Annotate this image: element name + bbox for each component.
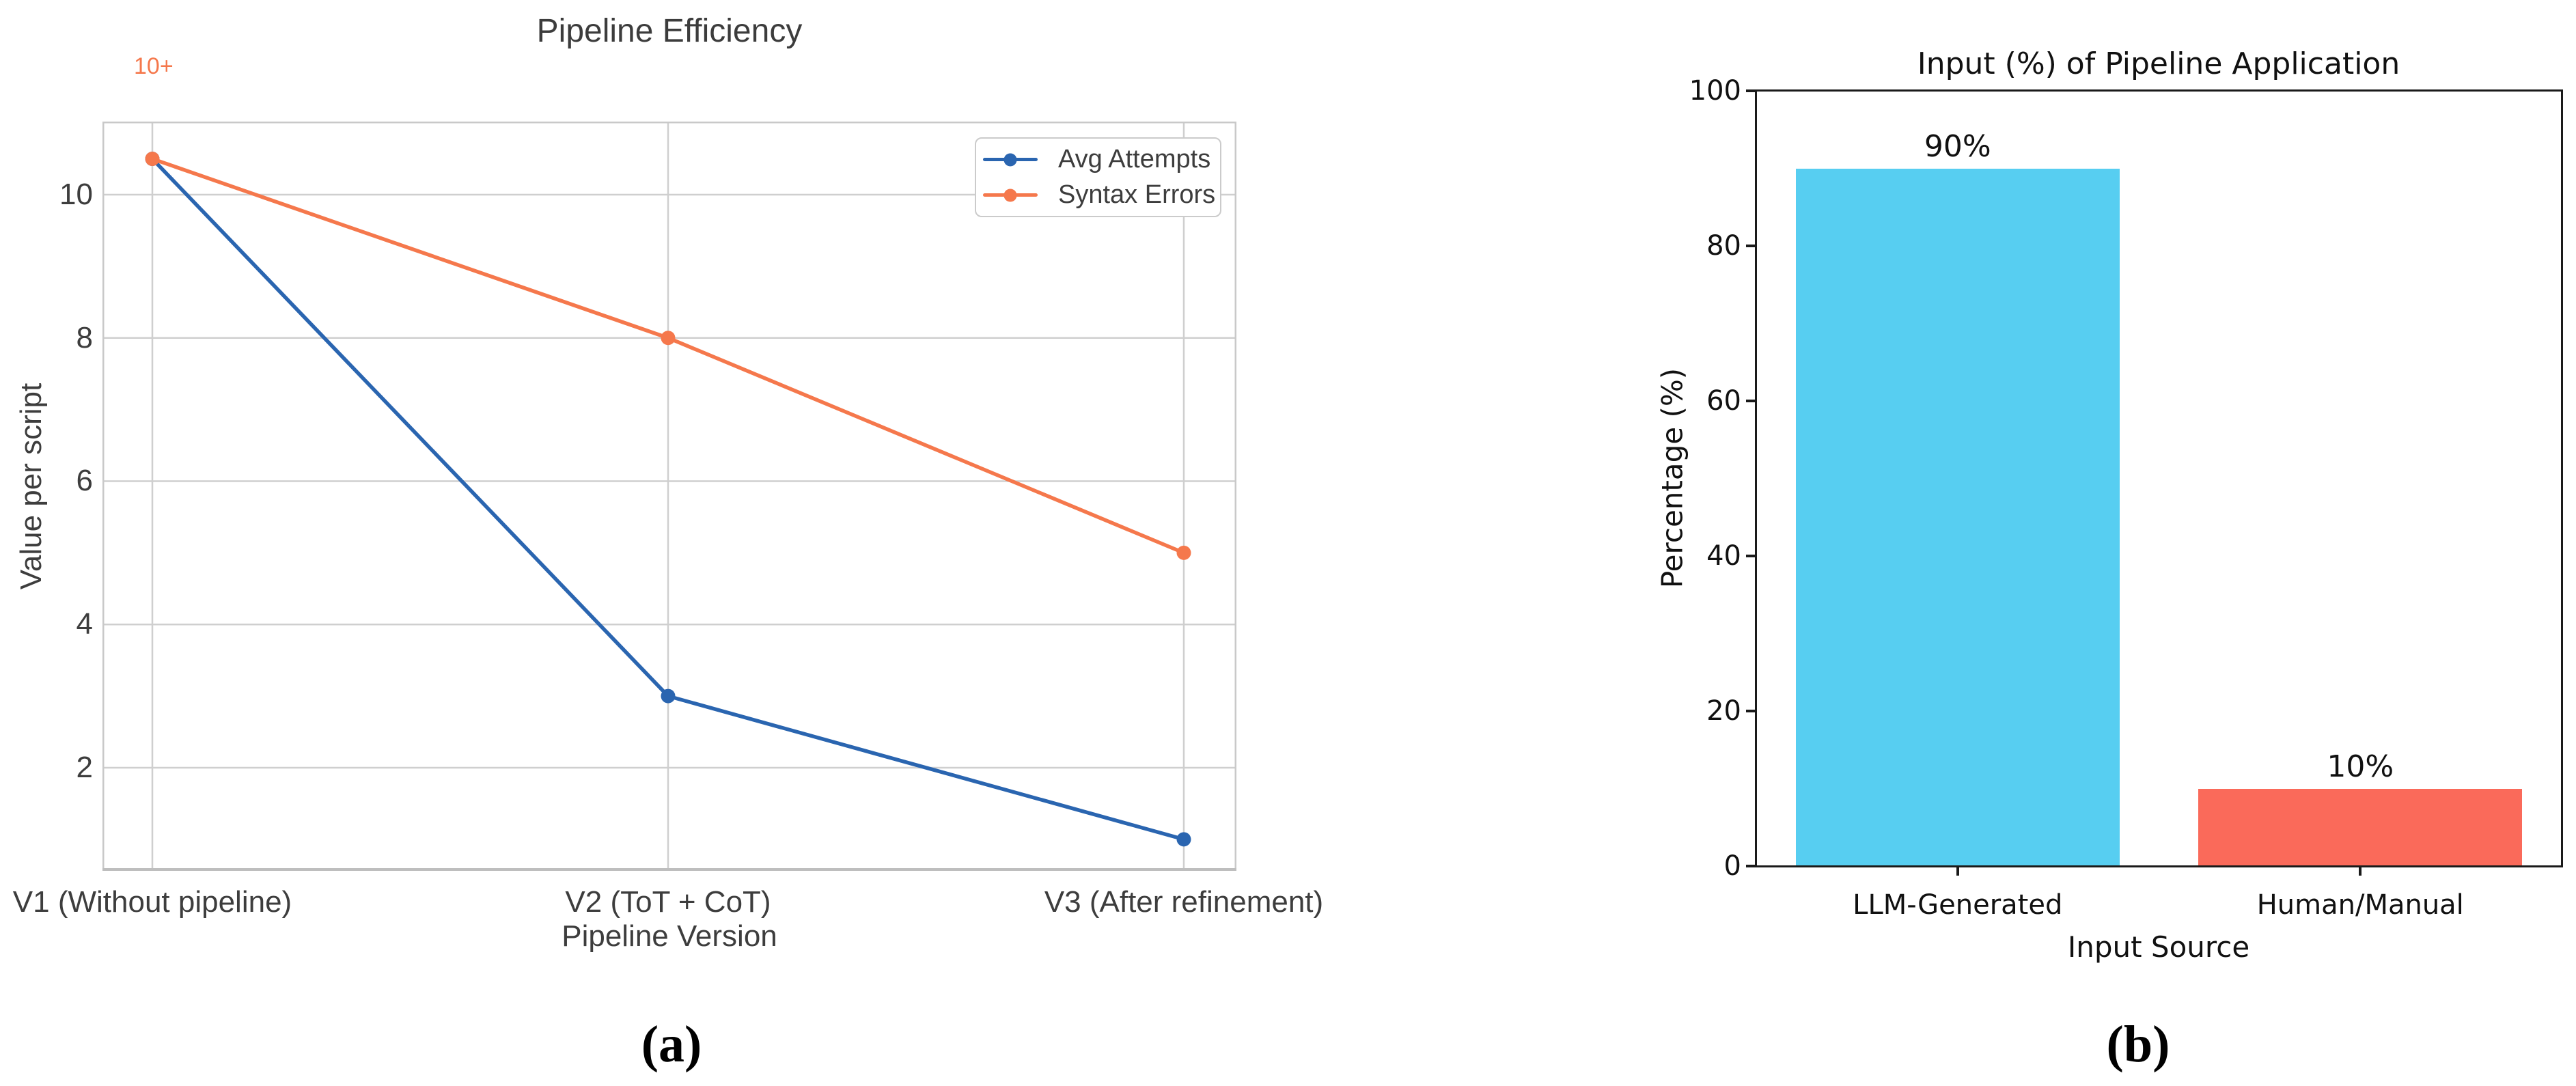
syntax-errors-legend-marker-icon: [983, 182, 1038, 209]
x-tick-mark: [2359, 867, 2362, 876]
plot-border: [102, 122, 1236, 871]
y-tick-mark: [1746, 865, 1755, 867]
line-chart-svg: [102, 122, 1236, 871]
y-tick-label: 8: [76, 320, 93, 354]
legend-dot-swatch: [1003, 189, 1017, 201]
y-tick-label: 20: [1706, 695, 1741, 727]
data-point: [1176, 832, 1191, 847]
data-point: [661, 331, 676, 346]
x-tick-label: Human/Manual: [2256, 889, 2464, 921]
bar-value-label: 90%: [1924, 128, 1991, 164]
bar-value-label: 10%: [2327, 749, 2394, 784]
y-tick-label: 60: [1706, 385, 1741, 417]
legend-item: Avg Attempts: [983, 145, 1220, 173]
line-chart-x-axis-label: Pipeline Version: [562, 919, 777, 953]
y-tick-mark: [1746, 245, 1755, 247]
line-chart-title: Pipeline Efficiency: [536, 13, 803, 49]
legend-label: Syntax Errors: [1058, 180, 1216, 209]
y-tick-label: 80: [1706, 230, 1741, 262]
y-tick-label: 40: [1706, 540, 1741, 572]
y-tick-label: 0: [1723, 850, 1741, 882]
y-tick-label: 2: [76, 750, 93, 784]
x-tick-label: LLM-Generated: [1853, 889, 2063, 921]
x-tick-label: V1 (Without pipeline): [12, 885, 292, 919]
avg-attempts-legend-marker-icon: [983, 146, 1038, 173]
legend: Avg Attempts Syntax Errors: [975, 137, 1221, 217]
x-tick-label: V3 (After refinement): [1044, 885, 1324, 919]
data-point: [145, 152, 160, 167]
data-point: [661, 688, 676, 704]
y-tick-label: 6: [76, 464, 93, 498]
line-plot-area: [102, 122, 1236, 871]
caption-b: (b): [2106, 1016, 2170, 1073]
y-tick-mark: [1746, 710, 1755, 712]
y-tick-mark: [1746, 400, 1755, 402]
legend-label: Avg Attempts: [1058, 145, 1211, 173]
data-point: [1176, 545, 1191, 560]
y-tick-label: 100: [1689, 75, 1741, 107]
y-tick-label: 10: [59, 177, 93, 211]
bar-chart-plot-border: [1755, 89, 2563, 867]
bar-chart-title: Input (%) of Pipeline Application: [1917, 46, 2400, 81]
legend-item: Syntax Errors: [983, 180, 1220, 209]
bar-chart-x-axis-label: Input Source: [2067, 930, 2250, 964]
caption-a: (a): [641, 1016, 702, 1073]
legend-dot-swatch: [1003, 153, 1017, 166]
bar-human-manual: [2198, 788, 2523, 866]
x-tick-mark: [1956, 867, 1959, 876]
bar-llm-generated: [1795, 168, 2120, 866]
ten-plus-annotation: 10+: [134, 53, 174, 79]
y-tick-mark: [1746, 89, 1755, 92]
y-tick-mark: [1746, 555, 1755, 557]
y-tick-label: 4: [76, 607, 93, 641]
x-tick-label: V2 (ToT + CoT): [565, 885, 771, 919]
